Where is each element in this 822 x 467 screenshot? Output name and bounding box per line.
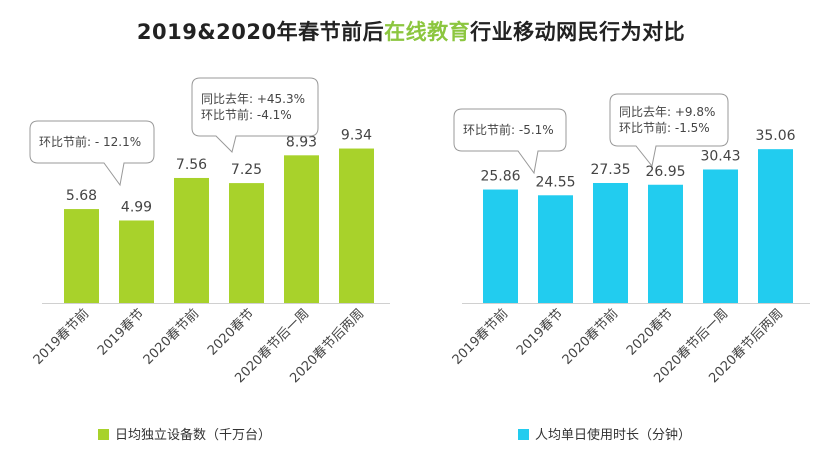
category-label-1: 2019春节前: [30, 306, 92, 368]
title-prefix: 2019&2020年春节前后: [136, 20, 385, 44]
callout-bubble: [609, 93, 729, 168]
callout-text-2: 环比节前: -4.1%: [201, 107, 292, 122]
callout-bubble: [29, 120, 155, 187]
callout-text-1: 同比去年: +9.8%: [619, 105, 715, 119]
callout-text-1: 环比节前: - 12.1%: [39, 134, 141, 149]
chart-title: 2019&2020年春节前后在线教育行业移动网民行为对比: [0, 16, 822, 46]
callout-text-1: 环比节前: -5.1%: [463, 122, 554, 137]
title-highlight: 在线教育: [384, 20, 471, 44]
callout-2: 同比去年: +45.3%环比节前: -4.1%: [191, 77, 319, 153]
callout-text-2: 环比节前: -1.5%: [619, 120, 710, 135]
category-label-4: 2020春节: [624, 306, 676, 358]
value-label-4: 26.95: [645, 164, 685, 180]
bar-2: [119, 220, 154, 303]
bar-3: [174, 177, 209, 303]
bar-4: [648, 184, 683, 303]
value-label-1: 5.68: [66, 188, 97, 204]
value-label-2: 24.55: [535, 174, 575, 190]
category-label-2: 2019春节: [514, 306, 566, 358]
callout-bubble: [191, 77, 319, 153]
callout-bubble: [453, 108, 567, 175]
legend: 人均单日使用时长（分钟）: [518, 427, 691, 443]
category-label-3: 2020春节前: [559, 306, 621, 368]
value-label-6: 9.34: [341, 128, 372, 144]
bar-3: [593, 182, 628, 303]
callout-2: 同比去年: +9.8%环比节前: -1.5%: [609, 93, 729, 168]
category-label-2: 2019春节: [95, 306, 147, 358]
value-label-3: 7.56: [176, 157, 207, 173]
chart-2: 25.86 2019春节前 24.55 2019春节 27.35 2020春节前 26.95…: [449, 93, 810, 443]
title-suffix: 行业移动网民行为对比: [470, 20, 686, 44]
category-label-3: 2020春节前: [140, 306, 202, 368]
value-label-3: 27.35: [590, 162, 630, 178]
value-label-1: 25.86: [480, 169, 520, 185]
bar-1: [64, 209, 99, 303]
legend-swatch: [98, 429, 109, 440]
value-label-5: 8.93: [286, 134, 317, 150]
legend: 日均独立设备数（千万台）: [98, 427, 271, 443]
category-label-1: 2019春节前: [449, 306, 511, 368]
chart-1: 5.68 2019春节前 4.99 2019春节 7.56 2020春节前 7.25 2020…: [29, 77, 390, 443]
bar-2: [538, 195, 573, 303]
bar-1: [483, 189, 518, 303]
value-label-5: 30.43: [700, 148, 740, 164]
bar-5: [284, 155, 319, 303]
value-label-4: 7.25: [231, 162, 262, 178]
bar-5: [703, 169, 738, 303]
bar-6: [339, 148, 374, 303]
callout-1: 环比节前: -5.1%: [453, 108, 567, 175]
value-label-6: 35.06: [755, 128, 795, 144]
bar-6: [758, 149, 793, 303]
legend-label: 日均独立设备数（千万台）: [115, 427, 271, 443]
category-label-4: 2020春节: [205, 306, 257, 358]
value-label-2: 4.99: [121, 199, 152, 215]
bar-4: [229, 183, 264, 303]
callout-1: 环比节前: - 12.1%: [29, 120, 155, 187]
legend-swatch: [518, 429, 529, 440]
callout-text-1: 同比去年: +45.3%: [201, 92, 305, 106]
legend-label: 人均单日使用时长（分钟）: [535, 427, 691, 443]
